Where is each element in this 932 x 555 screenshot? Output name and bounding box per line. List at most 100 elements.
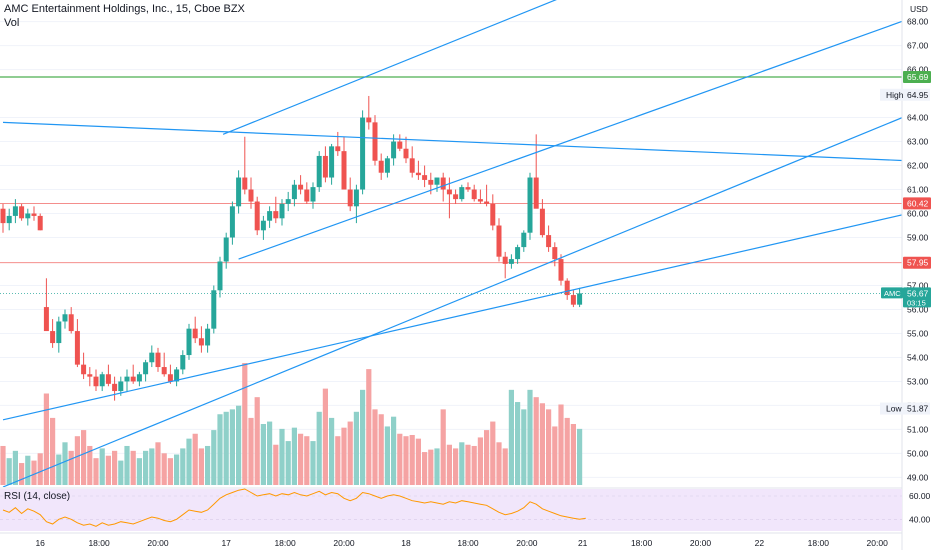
volume-bar	[298, 433, 304, 485]
volume-bar	[533, 397, 539, 485]
volume-bar	[130, 450, 136, 485]
candle-body	[570, 295, 576, 305]
candle-body	[459, 187, 465, 200]
price-tick-label: 56.00	[907, 304, 929, 314]
volume-bar	[508, 389, 514, 485]
candle-body	[105, 374, 111, 384]
candle-body	[6, 215, 12, 224]
trendline	[2, 117, 902, 487]
candle-body	[279, 203, 285, 219]
volume-bar	[81, 430, 87, 485]
price-tick-label: 62.00	[907, 161, 929, 171]
candle-body	[465, 187, 471, 190]
volume-bar	[192, 433, 198, 485]
candle-body	[422, 175, 428, 180]
candle-body	[403, 148, 409, 159]
candle-body	[440, 177, 446, 190]
candle-body	[353, 189, 359, 207]
volume-bar	[403, 436, 409, 485]
volume-bar	[0, 445, 6, 485]
candle-body	[0, 208, 6, 224]
candle-body	[267, 211, 273, 221]
high-label: High	[886, 90, 904, 100]
price-tick-label: 68.00	[907, 17, 929, 27]
last-symbol-bg	[881, 287, 903, 299]
volume-bar	[558, 404, 564, 485]
grid-lines	[0, 21, 902, 478]
candle-body	[477, 199, 483, 202]
candle-body	[136, 374, 142, 382]
volume-bar	[124, 445, 130, 485]
time-tick-label: 16	[35, 538, 45, 548]
candle-body	[155, 352, 161, 368]
volume-bar	[93, 458, 99, 485]
volume-bar	[490, 421, 496, 485]
volume-bar	[279, 428, 285, 485]
time-axis: 16 18:00 20:00 17 18:00 20:00 18 18:00 20:00 21 18…	[0, 532, 902, 548]
candle-body	[335, 146, 341, 152]
candle-body	[539, 208, 545, 236]
candle-body	[211, 290, 217, 329]
volume-bars	[0, 363, 583, 485]
volume-bar	[415, 438, 421, 485]
candle-body	[242, 177, 248, 190]
volume-bar	[409, 434, 415, 485]
volume-bar	[552, 426, 558, 485]
volume-bar	[198, 448, 204, 485]
volume-bar	[397, 433, 403, 485]
volume-bar	[329, 417, 335, 485]
candle-body	[291, 184, 297, 200]
volume-bar	[515, 402, 521, 485]
level-price-tag: 65.69	[907, 72, 929, 82]
volume-bar	[229, 409, 235, 485]
volume-bar	[527, 389, 533, 485]
last-price-value: 56.67	[907, 288, 929, 298]
candle-body	[130, 376, 136, 382]
candle-body	[577, 293, 583, 305]
candle-body	[186, 328, 192, 356]
candle-body	[285, 199, 291, 204]
volume-bar	[211, 430, 217, 485]
volume-bar	[62, 442, 68, 485]
rsi-tick-label: 40.00	[909, 514, 931, 524]
candle-body	[558, 259, 564, 281]
volume-bar	[564, 417, 570, 485]
volume-bar	[205, 445, 211, 485]
candle-body	[316, 155, 322, 188]
volume-bar	[174, 454, 180, 485]
trendline	[2, 214, 902, 421]
volume-bar	[366, 369, 372, 485]
volume-bar	[304, 436, 310, 485]
candle-body	[329, 146, 335, 178]
candle-body	[409, 158, 415, 173]
trendline	[2, 121, 902, 162]
candle-body	[37, 215, 43, 231]
candle-body	[43, 307, 49, 332]
candle-body	[453, 194, 459, 200]
candle-body	[149, 352, 155, 363]
candle-body	[502, 256, 508, 264]
level-price-tag: 60.42	[907, 198, 929, 208]
price-tick-label: 55.00	[907, 328, 929, 338]
volume-bar	[422, 452, 428, 485]
volume-bar	[471, 445, 477, 485]
volume-bar	[335, 436, 341, 485]
volume-bar	[434, 448, 440, 485]
candle-body	[341, 151, 347, 190]
volume-bar	[267, 421, 273, 485]
candle-body	[490, 203, 496, 226]
volume-bar	[428, 449, 434, 485]
volume-bar	[384, 426, 390, 485]
trendlines	[2, 0, 902, 487]
candle-body	[391, 141, 397, 159]
volume-bar	[254, 397, 260, 485]
candle-body	[161, 367, 167, 375]
candle-body	[298, 184, 304, 190]
candle-body	[347, 189, 353, 207]
candle-body	[273, 211, 279, 219]
volume-bar	[112, 450, 118, 485]
horizontal-levels	[0, 76, 902, 264]
candle-body	[260, 220, 266, 231]
